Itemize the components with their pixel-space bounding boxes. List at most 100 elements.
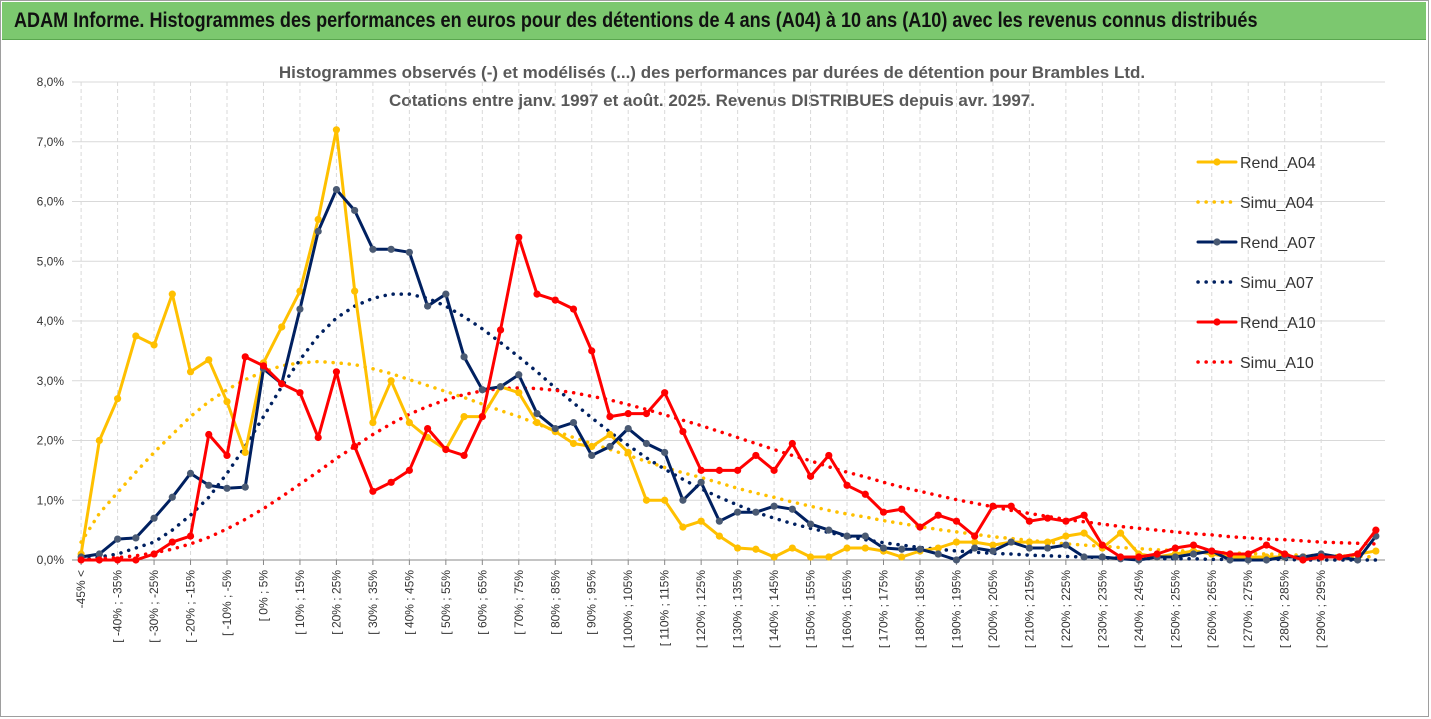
data-point-rend_a04 [679, 523, 687, 531]
x-tick-label: [ 280% ; 285% [1278, 570, 1292, 648]
x-tick-label: [ 90% ; 95% [585, 570, 599, 635]
data-point-rend_a04 [934, 544, 942, 552]
data-point-rend_a07 [989, 547, 997, 555]
data-point-rend_a10 [624, 410, 632, 418]
data-point-rend_a07 [569, 418, 578, 427]
data-point-rend_a07 [113, 535, 122, 543]
x-tick-label: -45% < [74, 570, 88, 608]
data-point-rend_a10 [752, 451, 760, 460]
x-tick-label: [ 220% ; 225% [1059, 570, 1073, 648]
data-point-rend_a04 [843, 544, 851, 552]
data-point-rend_a10 [150, 550, 158, 558]
data-point-rend_a10 [1062, 517, 1070, 525]
data-point-rend_a10 [186, 532, 195, 540]
data-point-rend_a07 [1244, 556, 1252, 564]
data-point-rend_a10 [715, 466, 723, 474]
x-tick-label: [ 130% ; 135% [731, 570, 745, 648]
data-point-rend_a04 [606, 430, 614, 439]
data-point-rend_a04 [642, 496, 651, 504]
data-point-rend_a07 [1226, 556, 1234, 564]
data-point-rend_a10 [1025, 517, 1033, 525]
data-point-rend_a07 [1080, 553, 1088, 561]
data-point-rend_a10 [734, 466, 742, 474]
data-point-rend_a07 [496, 383, 505, 391]
x-tick-label: [ 230% ; 235% [1095, 570, 1109, 648]
data-point-rend_a07 [1171, 553, 1179, 561]
data-point-rend_a10 [241, 353, 249, 361]
x-tick-label: [ 260% ; 265% [1205, 570, 1219, 648]
data-point-rend_a04 [296, 287, 304, 295]
data-point-rend_a07 [1025, 544, 1033, 552]
data-point-rend_a10 [1281, 550, 1289, 558]
data-point-rend_a10 [1335, 553, 1344, 561]
data-point-rend_a10 [697, 466, 705, 474]
data-point-rend_a07 [806, 520, 815, 528]
data-point-rend_a07 [332, 185, 341, 194]
data-point-rend_a07 [205, 481, 213, 489]
data-point-rend_a10 [934, 511, 942, 519]
x-tick-label: [ 250% ; 255% [1168, 570, 1182, 648]
data-point-rend_a10 [77, 556, 85, 564]
legend-label: Simu_A10 [1240, 355, 1314, 372]
x-tick-label: [ 180% ; 185% [913, 570, 927, 648]
data-point-rend_a07 [405, 248, 413, 256]
x-tick-label: [ 10% ; 15% [293, 570, 307, 635]
data-point-rend_a04 [332, 126, 341, 134]
data-point-rend_a04 [661, 496, 669, 504]
data-point-rend_a07 [460, 353, 468, 361]
data-point-rend_a04 [697, 517, 705, 525]
data-point-rend_a10 [861, 490, 869, 498]
data-point-rend_a07 [95, 550, 103, 558]
data-point-rend_a10 [278, 380, 286, 388]
data-point-rend_a07 [642, 439, 651, 448]
y-tick-label: 2,0% [37, 434, 65, 448]
x-tick-label: [ 20% ; 25% [329, 570, 343, 635]
data-point-rend_a10 [95, 556, 103, 564]
data-point-rend_a10 [1262, 541, 1271, 549]
data-point-rend_a10 [825, 451, 833, 460]
data-point-rend_a04 [861, 544, 869, 552]
data-point-rend_a07 [351, 206, 359, 215]
data-point-rend_a07 [606, 442, 614, 451]
legend-label: Simu_A04 [1240, 195, 1314, 212]
y-tick-label: 5,0% [37, 254, 65, 268]
data-point-rend_a07 [1098, 553, 1106, 561]
data-point-rend_a07 [551, 424, 559, 433]
x-tick-label: [ -20% ; -15% [184, 570, 198, 643]
data-point-rend_a07 [588, 451, 596, 460]
y-tick-label: 8,0% [37, 75, 65, 89]
data-point-rend_a04 [715, 532, 723, 540]
data-point-rend_a07 [150, 514, 158, 522]
data-point-rend_a07 [971, 544, 979, 552]
data-point-rend_a07 [934, 550, 942, 558]
x-tick-label: [ 160% ; 165% [840, 570, 854, 648]
data-point-rend_a07 [1044, 544, 1052, 552]
data-point-rend_a07 [533, 410, 541, 418]
data-point-rend_a07 [442, 290, 450, 298]
data-point-rend_a07 [1062, 541, 1070, 549]
x-tick-label: [ 200% ; 205% [986, 570, 1000, 648]
data-point-rend_a07 [387, 245, 395, 253]
data-point-rend_a04 [1044, 538, 1052, 546]
data-point-rend_a07 [424, 302, 432, 310]
data-point-rend_a04 [205, 356, 213, 364]
series-line-rend_a10 [79, 235, 1378, 562]
data-point-rend_a10 [1171, 544, 1179, 552]
data-point-rend_a10 [168, 538, 176, 546]
data-point-rend_a10 [1354, 550, 1362, 558]
data-point-rend_a04 [351, 287, 359, 295]
data-point-rend_a10 [1080, 511, 1088, 519]
y-tick-label: 7,0% [37, 135, 65, 149]
data-point-rend_a10 [770, 466, 778, 474]
x-tick-label: [ 60% ; 65% [475, 570, 489, 635]
x-tick-label: [ 0% ; 5% [256, 570, 270, 622]
data-point-rend_a04 [989, 541, 997, 549]
data-point-rend_a10 [642, 410, 651, 418]
data-point-rend_a10 [952, 517, 961, 525]
x-tick-label: [ 270% ; 275% [1241, 570, 1255, 648]
data-point-rend_a04 [314, 215, 322, 224]
data-point-rend_a04 [387, 377, 395, 385]
data-point-rend_a07 [734, 508, 742, 516]
data-point-rend_a07 [661, 448, 669, 457]
